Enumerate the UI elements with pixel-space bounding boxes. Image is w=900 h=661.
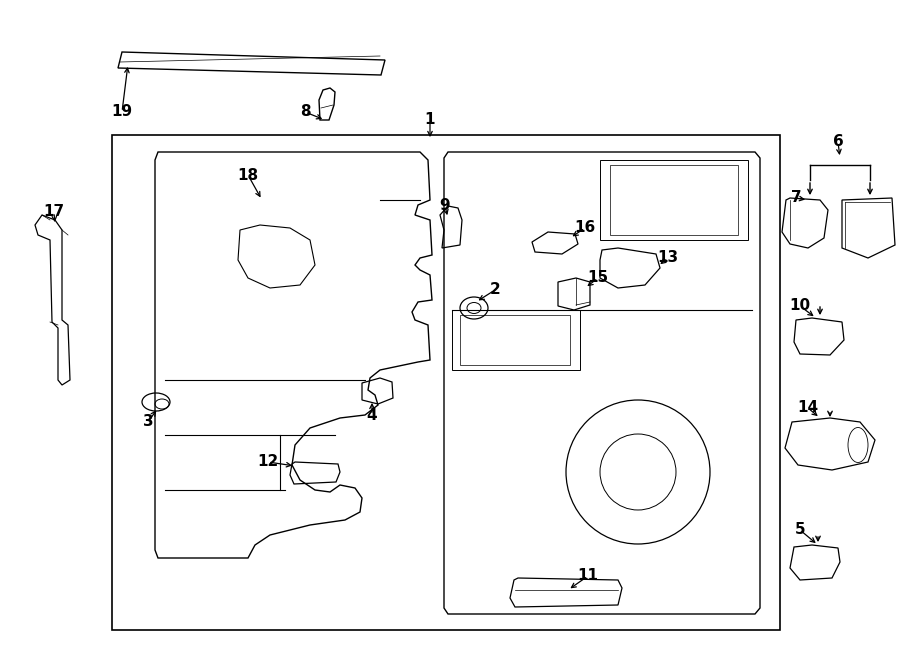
Text: 3: 3 bbox=[143, 414, 153, 430]
Text: 17: 17 bbox=[43, 204, 65, 219]
Text: 8: 8 bbox=[300, 104, 310, 120]
Text: 11: 11 bbox=[578, 568, 599, 584]
Text: 10: 10 bbox=[789, 299, 811, 313]
Text: 2: 2 bbox=[490, 282, 500, 297]
Text: 9: 9 bbox=[440, 198, 450, 214]
Bar bbox=[112, 135, 780, 630]
Text: 7: 7 bbox=[791, 190, 801, 206]
Text: 18: 18 bbox=[238, 167, 258, 182]
Text: 16: 16 bbox=[574, 221, 596, 235]
Text: 19: 19 bbox=[112, 104, 132, 120]
Text: 14: 14 bbox=[797, 401, 819, 416]
Text: 5: 5 bbox=[795, 522, 806, 537]
Text: 6: 6 bbox=[832, 134, 843, 149]
Text: 1: 1 bbox=[425, 112, 436, 128]
Text: 4: 4 bbox=[366, 407, 377, 422]
Text: 13: 13 bbox=[657, 251, 679, 266]
Text: 12: 12 bbox=[257, 455, 279, 469]
Text: 15: 15 bbox=[588, 270, 608, 286]
